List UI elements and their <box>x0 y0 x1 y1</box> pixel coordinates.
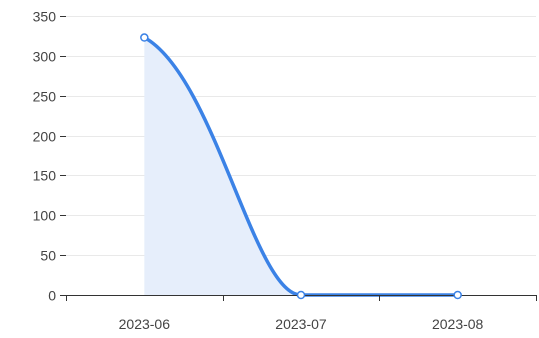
x-tick-label: 2023-06 <box>119 316 171 332</box>
data-point-2023-07[interactable] <box>296 290 306 300</box>
x-tick-label: 2023-08 <box>432 316 484 332</box>
area-layer <box>144 37 458 295</box>
y-tick-label: 50 <box>40 248 56 264</box>
y-tick-label: 0 <box>48 288 56 304</box>
data-point-2023-08[interactable] <box>453 290 462 300</box>
axes: 0 50 100 150 200 250 300 350 2023-06 2023-07 2023-… <box>33 9 537 332</box>
points-layer <box>140 33 462 300</box>
y-tick-label: 250 <box>33 89 57 105</box>
data-point-2023-06[interactable] <box>140 33 149 42</box>
y-gridlines <box>66 16 536 256</box>
y-tick-label: 200 <box>33 129 57 145</box>
y-tick-label: 350 <box>33 9 57 25</box>
y-tick-label: 150 <box>33 168 57 184</box>
series-area <box>144 37 458 295</box>
y-tick-label: 100 <box>33 208 57 224</box>
x-tick-label: 2023-07 <box>275 316 327 332</box>
y-tick-label: 300 <box>33 49 57 65</box>
